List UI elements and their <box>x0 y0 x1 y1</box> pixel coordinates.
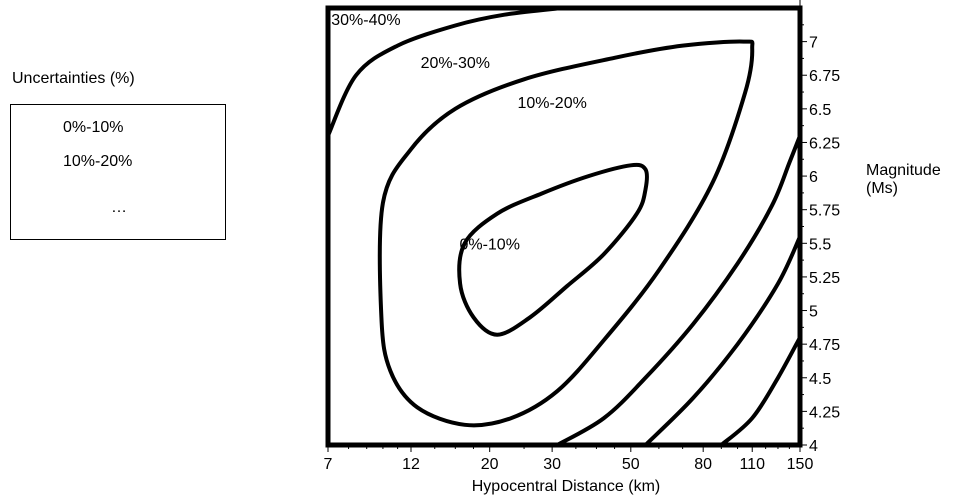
x-tick-label: 80 <box>694 456 712 473</box>
x-axis-label: Hypocentral Distance (km) <box>472 478 661 495</box>
contour-label: 20%-30% <box>421 55 490 72</box>
legend-item: 0%-10% <box>63 119 124 136</box>
x-tick-label: 150 <box>787 456 814 473</box>
contour-line-1 <box>457 162 649 337</box>
y-tick-label: 5.75 <box>809 203 840 220</box>
y-axis: 4 4.25 4.5 4.75 5 5.25 5.5 5.75 6 6.25 6.5 6.75 7 <box>799 0 840 455</box>
x-tick-label: 30 <box>543 456 561 473</box>
y-tick-label: 6.5 <box>809 102 831 119</box>
contour-line-6 <box>719 335 800 445</box>
contour-line-3 <box>328 8 565 138</box>
x-tick-label: 20 <box>481 456 499 473</box>
y-tick-label: 5 <box>809 304 818 321</box>
plot-frame <box>325 5 803 448</box>
legend-box: 0%-10% 10%-20% … <box>10 104 226 240</box>
y-axis-label-line: Magnitude <box>866 162 941 179</box>
contour-line-4 <box>555 133 800 445</box>
y-axis-label-line: (Ms) <box>866 180 898 197</box>
y-tick-label: 4.25 <box>809 404 840 421</box>
contour-line-5 <box>643 234 800 445</box>
legend-item: 10%-20% <box>63 153 133 170</box>
legend-title: Uncertainties (%) <box>12 70 135 87</box>
y-axis-label: Magnitude (Ms) <box>866 162 941 197</box>
y-tick-label: 4.5 <box>809 371 831 388</box>
y-tick-label: 6 <box>809 169 818 186</box>
x-tick-label: 110 <box>739 456 765 473</box>
y-tick-label: 5.5 <box>809 236 831 253</box>
contour-label: 0%-10% <box>459 236 519 253</box>
contour-annotation: 30%-40% <box>331 12 400 29</box>
x-tick-label: 7 <box>324 456 333 473</box>
x-axis: 7 12 20 30 50 80 110 150 <box>324 445 814 473</box>
y-tick-label: 5.25 <box>809 270 840 287</box>
contour-line-2 <box>377 39 755 428</box>
legend-item: … <box>111 199 127 216</box>
contour-label: 10%-20% <box>517 95 586 112</box>
y-tick-label: 6.75 <box>809 68 840 85</box>
y-tick-label: 4 <box>809 438 818 455</box>
contour-lines <box>328 8 800 445</box>
y-tick-label: 6.25 <box>809 135 840 152</box>
y-tick-label: 7 <box>809 35 818 52</box>
y-tick-label: 4.75 <box>809 337 840 354</box>
contour-labels: 0%-10% 10%-20% 20%-30% 30%-40% <box>331 12 587 254</box>
x-tick-label: 50 <box>622 456 640 473</box>
x-tick-label: 12 <box>402 456 420 473</box>
